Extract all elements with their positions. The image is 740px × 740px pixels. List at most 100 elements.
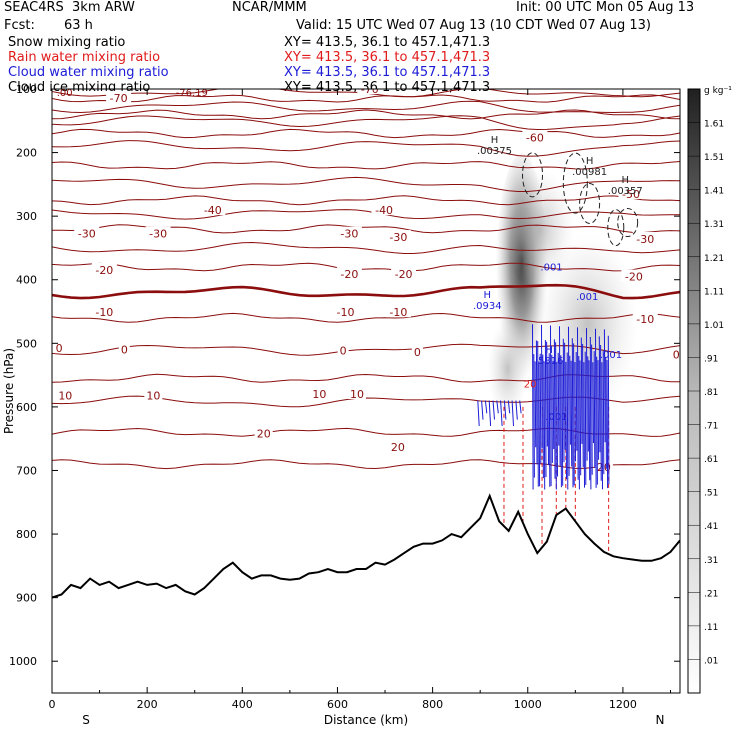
colorbar-label: .21 bbox=[704, 589, 718, 599]
isotherm-label: 10 bbox=[312, 388, 326, 401]
isotherm-label-bg bbox=[337, 343, 349, 356]
colorbar-label: 1.01 bbox=[704, 321, 724, 331]
x-axis-label: Distance (km) bbox=[324, 713, 408, 727]
isotherm--20 bbox=[52, 209, 680, 220]
isotherm-label-bg bbox=[145, 226, 171, 239]
isotherm-label: -30 bbox=[636, 233, 654, 246]
y-tick-label: 100 bbox=[16, 83, 37, 96]
isotherm-label-bg bbox=[357, 89, 383, 94]
isotherm-label: 20 bbox=[257, 428, 271, 441]
isotherm-minor bbox=[52, 161, 680, 170]
isotherm-label-bg bbox=[91, 305, 117, 318]
isotherm-label-bg bbox=[670, 347, 680, 360]
isotherm-label-bg bbox=[144, 388, 163, 401]
isotherm-label: 0 bbox=[340, 345, 347, 358]
isotherm-10 bbox=[52, 343, 680, 356]
isotherm-minor bbox=[52, 109, 680, 120]
field-cloudwater-label: Cloud water mixing ratio bbox=[8, 65, 169, 80]
y-tick-label: 800 bbox=[16, 528, 37, 541]
isotherm-minor bbox=[52, 262, 680, 272]
isotherm-label-bg bbox=[56, 388, 75, 401]
isotherm-label-bg bbox=[385, 229, 411, 242]
x-endpoint-north: N bbox=[656, 713, 665, 727]
isotherm-label-bg bbox=[200, 203, 226, 216]
colorbar-label: .61 bbox=[704, 455, 718, 465]
field-snow-xy: XY= 413.5, 36.1 to 457.1,471.3 bbox=[284, 35, 491, 50]
isotherm-label-bg bbox=[310, 386, 329, 399]
isotherm-minor bbox=[52, 94, 680, 103]
y-tick-label: 300 bbox=[16, 210, 37, 223]
x-tick-label: 800 bbox=[422, 698, 443, 711]
isotherm-label: 0 bbox=[673, 349, 680, 362]
isotherm-label: -70 bbox=[110, 92, 128, 105]
colorbar-label: .01 bbox=[704, 656, 718, 666]
isotherm-label-bg bbox=[118, 342, 130, 355]
colorbar-label: .11 bbox=[704, 623, 718, 633]
x-tick-label: 1000 bbox=[514, 698, 542, 711]
isotherm-label-bg bbox=[53, 341, 65, 354]
colorbar-label: .81 bbox=[704, 388, 718, 398]
isotherm-label: 10 bbox=[58, 390, 72, 403]
isotherm-label: -60 bbox=[526, 131, 544, 144]
max-label-value: .001 bbox=[540, 263, 562, 274]
header-project: SEAC4RS 3km ARW bbox=[4, 0, 135, 15]
isotherm-label: 0 bbox=[121, 343, 128, 356]
isotherm-label: -30 bbox=[78, 228, 96, 241]
isotherm--60 bbox=[52, 100, 680, 114]
isotherm-label-bg bbox=[632, 312, 658, 325]
max-label-h: H bbox=[622, 175, 630, 186]
max-label-value: .001 bbox=[600, 350, 622, 361]
isotherm-label: -20 bbox=[625, 271, 643, 284]
snow-shading-low bbox=[487, 318, 528, 419]
isotherm-label-bg bbox=[391, 267, 417, 280]
field-rain-label: Rain water mixing ratio bbox=[8, 50, 161, 65]
y-tick-label: 900 bbox=[16, 592, 37, 605]
colorbar-label: 1.11 bbox=[704, 287, 724, 297]
isotherm-label: 0 bbox=[56, 342, 63, 355]
cloud-ice-contour bbox=[617, 208, 639, 238]
y-axis-label: Pressure (hPa) bbox=[2, 348, 16, 434]
max-label-value: .001 bbox=[545, 412, 567, 423]
isotherm-label: -30 bbox=[149, 228, 167, 241]
isotherm-minor bbox=[52, 195, 680, 206]
y-tick-label: 200 bbox=[16, 147, 37, 160]
isotherm-label-bg bbox=[388, 439, 407, 452]
colorbar-label: 1.31 bbox=[704, 220, 724, 230]
isotherm-label: 10 bbox=[350, 388, 364, 401]
isotherm-label-bg bbox=[347, 386, 366, 399]
max-label-h: H bbox=[586, 156, 594, 167]
isotherm-label-bg bbox=[618, 186, 644, 199]
y-tick-label: 700 bbox=[16, 464, 37, 477]
isotherm-label-bg bbox=[522, 130, 548, 143]
isotherm-label-bg bbox=[621, 269, 647, 282]
isotherm-label: 0 bbox=[414, 346, 421, 359]
header-valid: Valid: 15 UTC Wed 07 Aug 13 (10 CDT Wed … bbox=[296, 18, 651, 33]
max-label-value: .00375 bbox=[477, 146, 512, 157]
isotherm--30 bbox=[52, 176, 680, 192]
isotherm-minor bbox=[52, 459, 680, 470]
x-tick-label: 200 bbox=[137, 698, 158, 711]
isotherm-label: -30 bbox=[389, 231, 407, 244]
field-snow-label: Snow mixing ratio bbox=[8, 35, 126, 50]
header-fcst-value: 63 h bbox=[64, 18, 93, 33]
isotherm-label: -10 bbox=[636, 313, 654, 326]
max-label-value: .001 bbox=[576, 292, 598, 303]
isotherm--10 bbox=[52, 241, 680, 254]
colorbar-label: 1.61 bbox=[704, 120, 724, 130]
cloud-water-contours-west bbox=[477, 400, 522, 427]
max-label-value: .00981 bbox=[572, 167, 607, 178]
x-tick-label: 1200 bbox=[609, 698, 637, 711]
y-tick-label: 600 bbox=[16, 401, 37, 414]
isotherm-0 bbox=[52, 283, 680, 300]
isotherm--40 bbox=[52, 140, 680, 157]
max-label-value: .5816 bbox=[535, 356, 564, 367]
colorbar-label: 1.41 bbox=[704, 187, 724, 197]
y-tick-label: 500 bbox=[16, 337, 37, 350]
colorbar-label: .41 bbox=[704, 522, 718, 532]
isotherm-label: -20 bbox=[395, 268, 413, 281]
cloud-water-contours bbox=[532, 324, 610, 490]
isotherm-label-bg bbox=[371, 203, 397, 216]
isotherm-label: -50 bbox=[622, 188, 640, 201]
y-tick-label: 400 bbox=[16, 274, 37, 287]
